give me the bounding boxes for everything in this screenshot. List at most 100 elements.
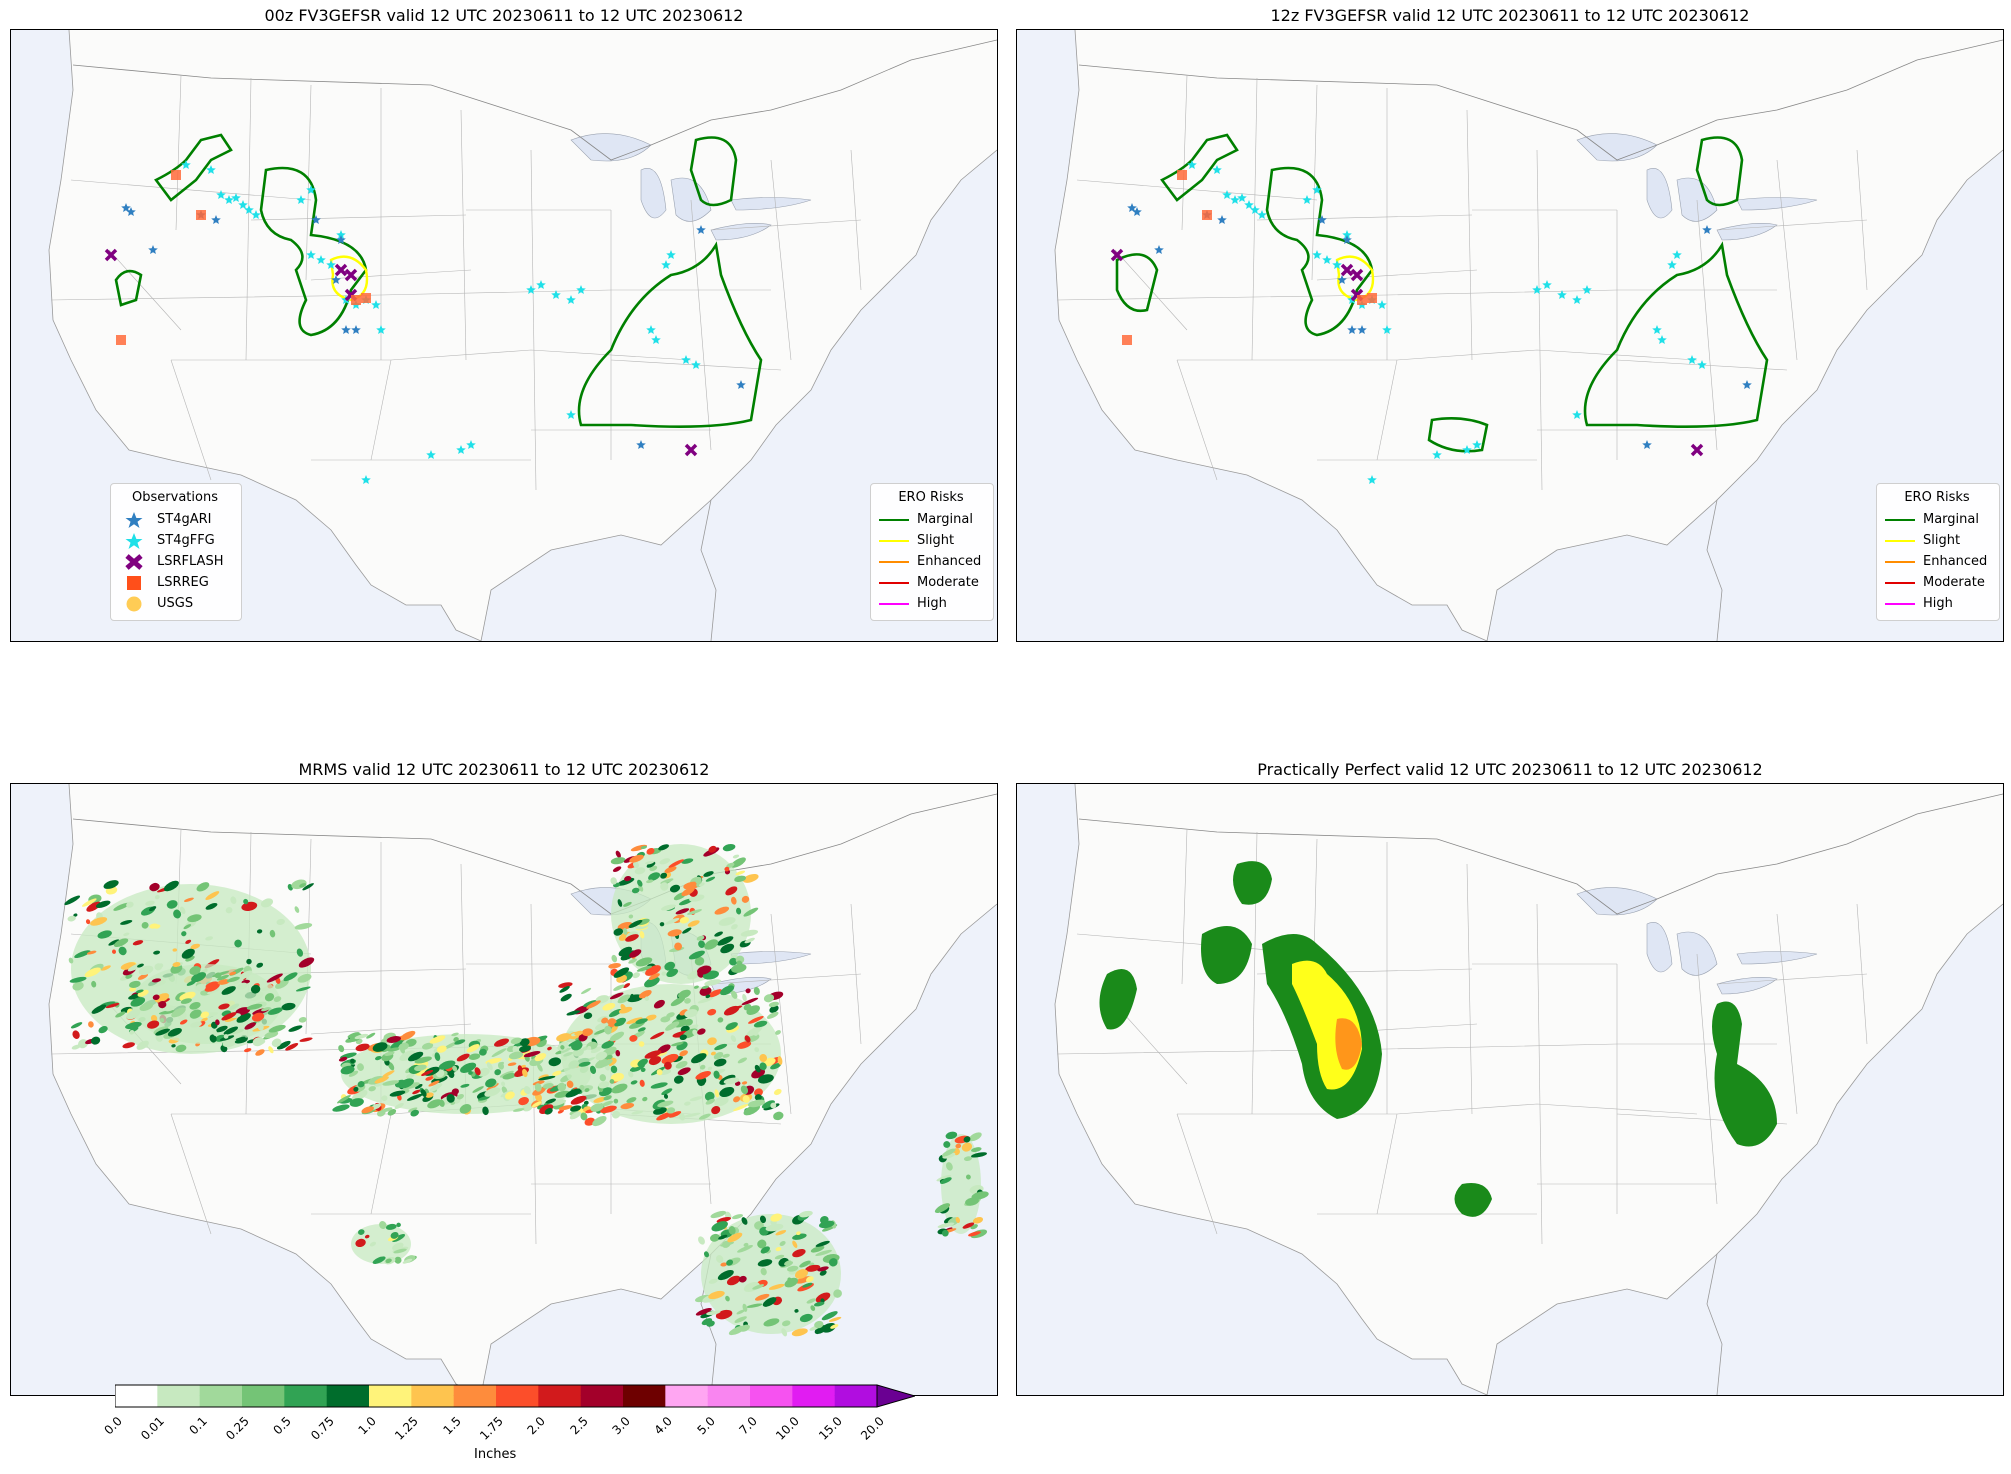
precip-cell [963,1136,971,1143]
observation-star-marker [1542,280,1552,289]
ero-legend-item: High [1885,593,1989,614]
observation-star-marker [456,445,466,454]
precip-cell [799,1260,811,1268]
precip-cell [269,929,276,938]
precip-cell [633,861,639,869]
precip-cell [781,1320,791,1327]
precip-cell [719,1086,735,1098]
precip-cell [697,997,714,1004]
precip-cell [679,916,690,924]
precip-cell [181,948,195,959]
precip-cell [698,1113,711,1120]
precip-cell [791,1328,808,1337]
precip-cell [149,882,160,892]
observation-star-marker [566,410,576,419]
precip-cell [389,1090,406,1097]
precip-cell [623,901,632,907]
precip-cell [402,1258,413,1264]
colorbar-tick-label: 4.0 [651,1414,676,1438]
precip-cell [332,1104,350,1112]
precip-cell [611,1110,621,1119]
line-swatch-icon [879,601,909,607]
precip-cell [548,1057,562,1067]
precip-cell [733,1096,741,1103]
colorbar-tick-label: 5.0 [694,1414,718,1438]
precip-cell [696,935,705,941]
pp-probability-area [1712,1001,1777,1147]
precip-cell [713,1051,724,1060]
precip-cell [752,1284,764,1290]
precip-cell [205,903,218,910]
precip-cell [387,1047,401,1052]
panel-title-00z: 00z FV3GEFSR valid 12 UTC 20230611 to 12… [264,6,744,25]
precip-cell [775,1247,782,1252]
precip-cell [601,1040,614,1049]
precip-cell [760,1246,770,1254]
precip-cell [666,1107,676,1114]
observation-star-marker [1697,360,1707,369]
precip-cell [565,1088,582,1098]
precip-cell [558,1105,573,1111]
precip-area [701,1214,841,1334]
precip-cell [610,857,626,865]
precip-cell [773,1111,784,1121]
precip-cell [609,992,624,1000]
precip-cell [645,1014,657,1021]
precip-cell [607,1018,617,1028]
precip-cell [691,1053,707,1064]
precip-cell [720,943,735,954]
precip-cell [741,1081,748,1085]
x-marker-icon [119,553,149,571]
precip-cell [288,1025,303,1032]
precip-cell [273,996,282,1002]
ero-legend-item: Enhanced [879,551,983,572]
precip-cell [724,866,730,872]
precip-cell [659,858,671,865]
precip-cell [275,979,289,989]
precip-cell [668,859,684,868]
precip-cell [660,1016,671,1023]
precip-cell [768,1283,785,1290]
precip-cell [123,932,130,937]
precip-cell [118,946,127,956]
precip-cell [384,1051,395,1056]
precip-cell [532,1080,545,1086]
precip-cell [799,1210,813,1218]
precip-cell [746,1303,763,1308]
precip-cell [770,1102,777,1109]
observation-star-marker [1532,285,1542,294]
precip-cell [965,1174,971,1180]
ero-legend-label: Slight [917,533,955,548]
ero-legend-00z: ERO Risks Marginal Slight Enhanced Moder… [870,483,994,621]
precip-cell [180,998,192,1004]
precip-cell [743,1242,749,1247]
lsrreg-marker [1367,293,1377,303]
precip-cell [519,1038,530,1047]
precip-cell [183,897,194,902]
precip-cell [517,1065,523,1072]
precip-cell [190,943,201,950]
observation-star-marker [361,475,371,484]
obs-legend-label: USGS [157,596,194,611]
precip-cell [595,1051,608,1061]
precip-cell [972,1216,984,1224]
precip-cell [753,1020,768,1028]
precip-cell [722,843,736,852]
precip-cell [158,1010,176,1015]
precip-cell [731,1214,744,1220]
precip-cell [386,1036,401,1043]
precip-cell [638,1041,645,1047]
precip-cell [743,1104,761,1116]
precip-cell [775,1030,781,1035]
precip-cell [617,922,633,930]
precip-cell [638,990,652,999]
precip-cell [155,1028,170,1036]
precip-cell [382,1080,399,1086]
precip-cell [734,1316,747,1323]
precip-cell [757,1239,767,1249]
precip-cell [472,1086,484,1093]
precip-cell [97,930,112,939]
observation-star-marker [1127,203,1137,212]
colorbar-swatch [284,1385,327,1407]
precip-cell [237,982,248,990]
